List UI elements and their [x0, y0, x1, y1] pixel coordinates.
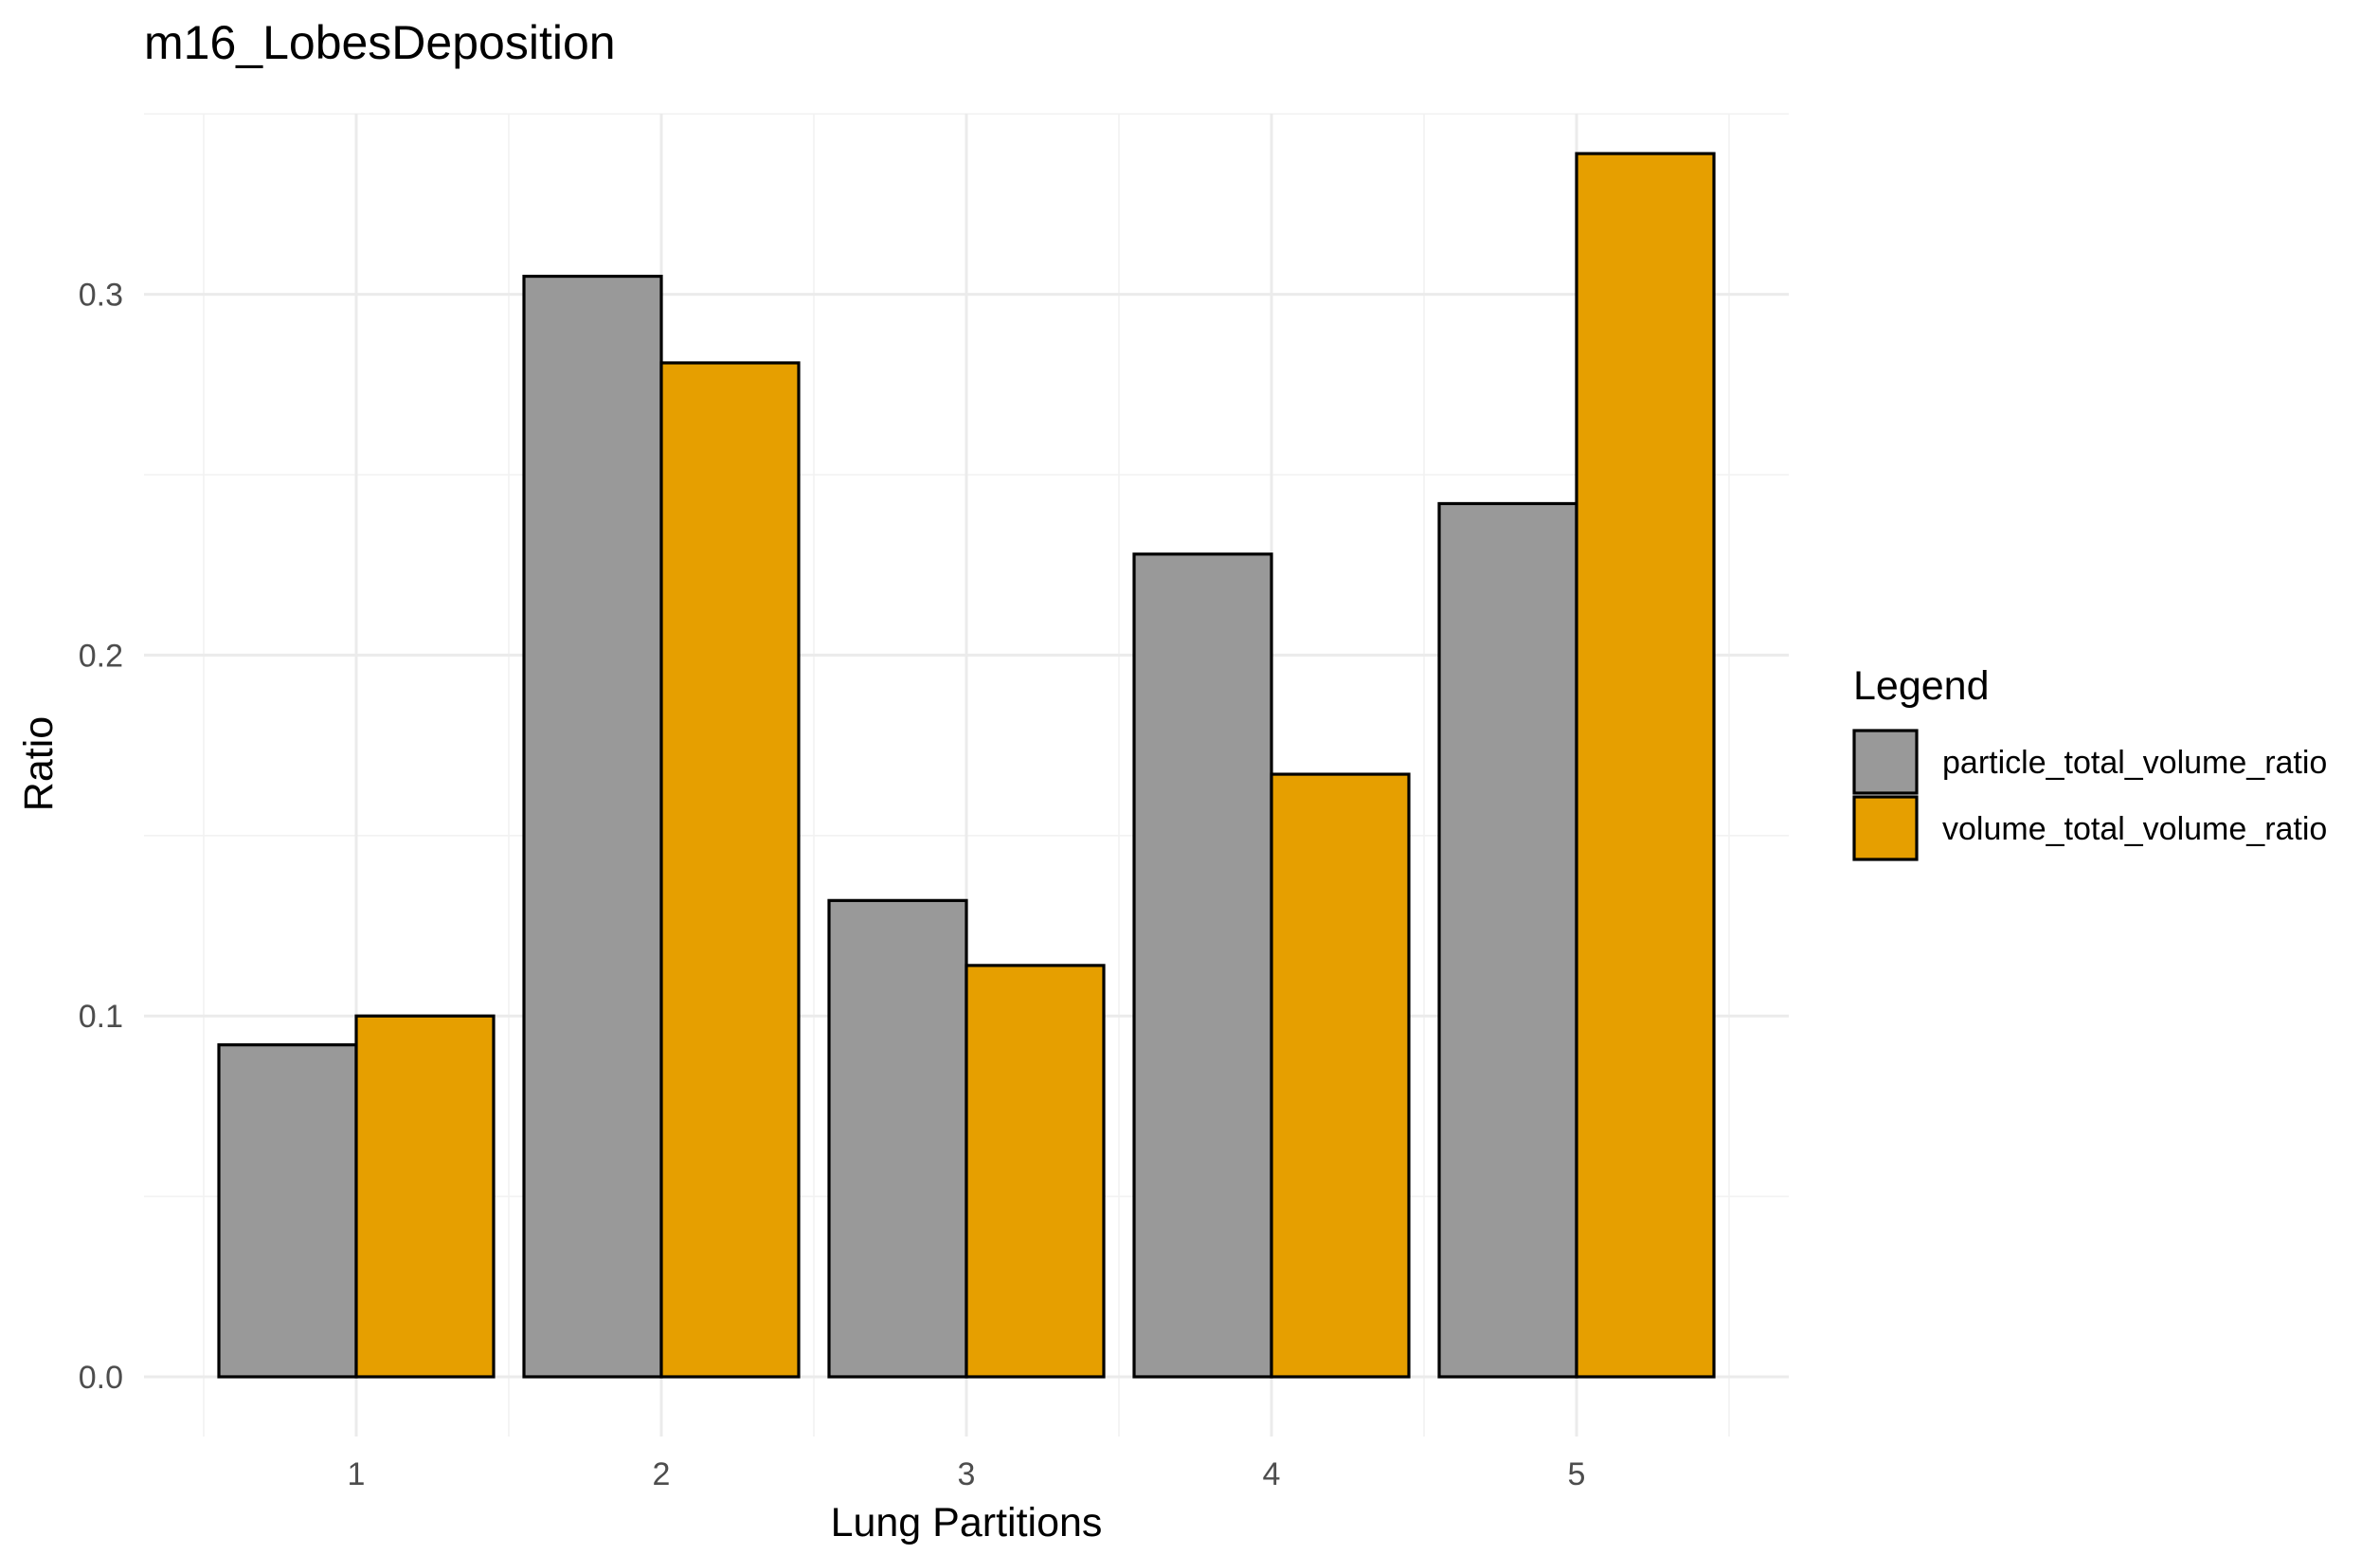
- bar-volume-1: [354, 1014, 496, 1379]
- y-tick-label: 0.2: [79, 638, 123, 674]
- bar-volume-4: [1270, 772, 1411, 1379]
- x-tick-label: 5: [1568, 1456, 1586, 1492]
- bars: [217, 152, 1716, 1379]
- y-axis-ticks: 0.0 0.1 0.2 0.3: [79, 278, 123, 1396]
- bar-particle-2: [522, 274, 663, 1379]
- bar-particle-4: [1132, 552, 1273, 1379]
- x-tick-label: 1: [348, 1456, 366, 1492]
- x-tick-label: 2: [653, 1456, 671, 1492]
- bar-particle-1: [217, 1043, 358, 1379]
- chart-title: m16_LobesDeposition: [144, 16, 616, 69]
- legend-key-volume: [1852, 795, 1919, 861]
- x-tick-label: 3: [958, 1456, 976, 1492]
- legend-key-particle: [1852, 729, 1919, 795]
- bar-volume-3: [965, 964, 1106, 1379]
- legend: Legend particle_total_volume_ratiovolume…: [1852, 663, 2327, 861]
- legend-label-volume: volume_total_volume_ratio: [1942, 811, 2327, 847]
- bar-volume-2: [659, 361, 801, 1379]
- y-axis-title: Ratio: [16, 716, 62, 811]
- bar-particle-5: [1437, 501, 1578, 1379]
- x-axis-title: Lung Partitions: [831, 1500, 1103, 1545]
- legend-label-particle: particle_total_volume_ratio: [1942, 745, 2327, 781]
- y-tick-label: 0.3: [79, 278, 123, 314]
- x-axis-ticks: 1 2 3 4 5: [348, 1456, 1586, 1492]
- legend-title: Legend: [1853, 663, 1990, 709]
- x-tick-label: 4: [1263, 1456, 1281, 1492]
- bar-volume-5: [1575, 152, 1716, 1379]
- y-tick-label: 0.0: [79, 1360, 123, 1396]
- bar-particle-3: [827, 898, 968, 1379]
- y-tick-label: 0.1: [79, 999, 123, 1035]
